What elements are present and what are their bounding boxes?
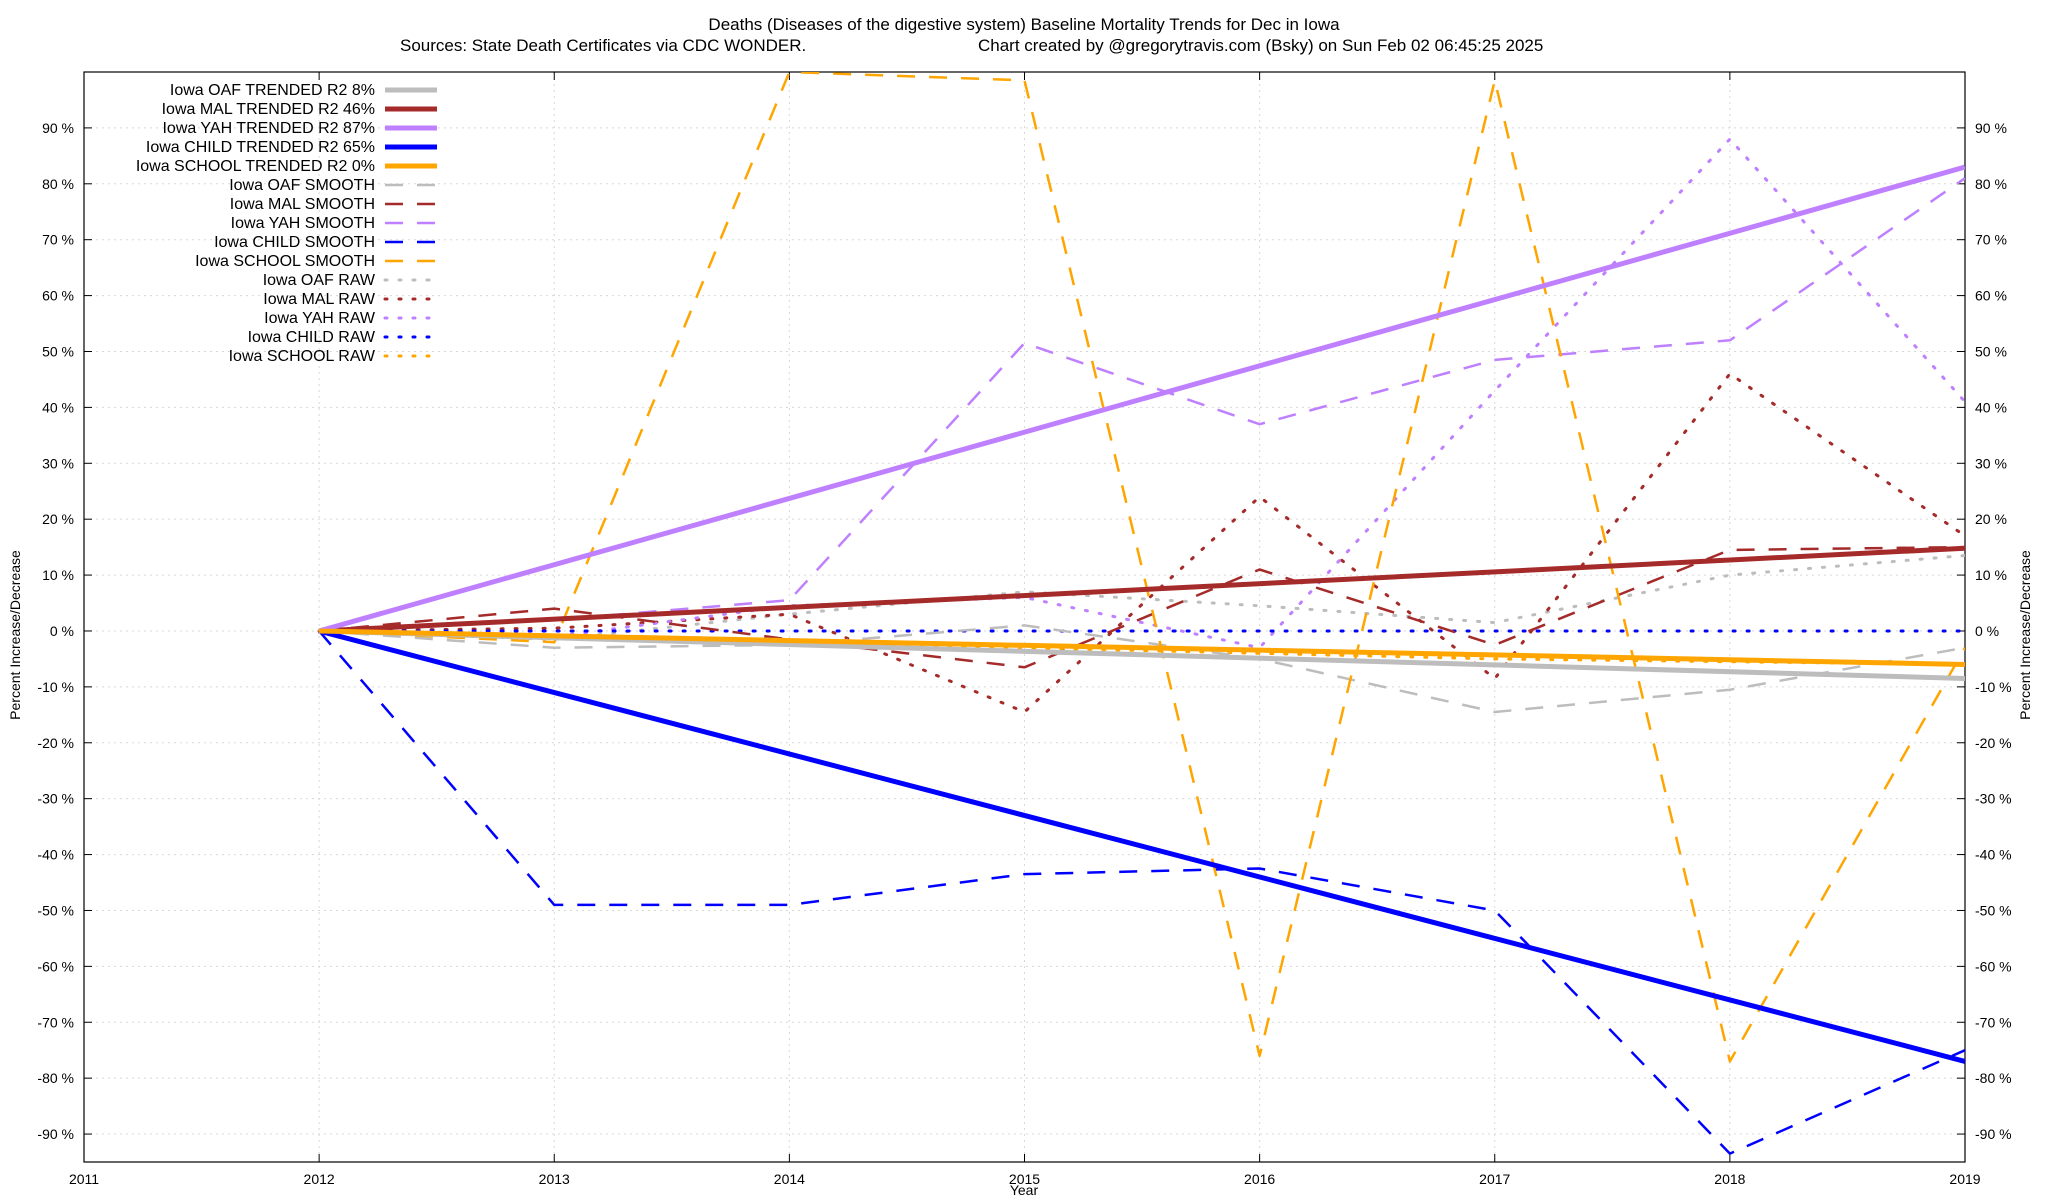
- x-tick-label: 2015: [1009, 1171, 1040, 1187]
- y-tick-label-right: 80 %: [1975, 176, 2007, 192]
- y-tick-label-right: 90 %: [1975, 120, 2007, 136]
- y-tick-label-right: -60 %: [1975, 958, 2012, 974]
- legend-label: Iowa MAL TRENDED R2 46%: [162, 101, 375, 118]
- y-tick-label-right: 0 %: [1975, 623, 1999, 639]
- y-tick-label-left: 30 %: [42, 455, 74, 471]
- y-tick-label-left: 80 %: [42, 176, 74, 192]
- y-tick-label-right: 50 %: [1975, 343, 2007, 359]
- x-tick-label: 2013: [539, 1171, 570, 1187]
- y-tick-label-left: -60 %: [37, 958, 74, 974]
- x-tick-label: 2012: [304, 1171, 335, 1187]
- y-tick-label-right: -50 %: [1975, 902, 2012, 918]
- series-line-mal-raw: [317, 372, 1965, 714]
- series-line-mal-smooth: [318, 545, 1965, 669]
- x-axis-label: Year: [1010, 1182, 1039, 1198]
- series-line-child-trend: [318, 628, 1965, 1064]
- x-tick-label: 2017: [1479, 1171, 1510, 1187]
- y-tick-label-left: -90 %: [37, 1126, 74, 1142]
- series-lines: [317, 72, 1965, 1155]
- y-tick-label-right: 60 %: [1975, 288, 2007, 304]
- y-tick-label-left: -20 %: [37, 735, 74, 751]
- y-tick-label-left: 40 %: [42, 399, 74, 415]
- y-tick-label-left: 90 %: [42, 120, 74, 136]
- y-tick-label-left: 50 %: [42, 343, 74, 359]
- y-axis-label-right: Percent Increase/Decrease: [2017, 550, 2033, 720]
- series-line-yah-trend: [318, 164, 1965, 634]
- y-tick-label-right: 70 %: [1975, 232, 2007, 248]
- legend-label: Iowa MAL RAW: [263, 291, 376, 308]
- legend-label: Iowa SCHOOL SMOOTH: [195, 253, 375, 270]
- y-tick-label-right: -40 %: [1975, 847, 2012, 863]
- legend: Iowa OAF TRENDED R2 8% Iowa MAL TRENDED R…: [136, 82, 439, 365]
- series-line-yah-smooth: [319, 177, 1965, 633]
- y-tick-label-left: 0 %: [50, 623, 74, 639]
- y-tick-label-left: -40 %: [37, 847, 74, 863]
- y-axis-label-left: Percent Increase/Decrease: [7, 550, 23, 720]
- series-line-oaf-smooth: [319, 624, 1965, 714]
- y-tick-label-right: -70 %: [1975, 1014, 2012, 1030]
- y-tick-label-right: 30 %: [1975, 455, 2007, 471]
- y-tick-label-right: -90 %: [1975, 1126, 2012, 1142]
- legend-label: Iowa CHILD SMOOTH: [214, 234, 375, 251]
- y-tick-label-left: -10 %: [37, 679, 74, 695]
- legend-label: Iowa YAH RAW: [264, 310, 376, 327]
- y-tick-label-left: 10 %: [42, 567, 74, 583]
- y-tick-label-right: 10 %: [1975, 567, 2007, 583]
- legend-label: Iowa CHILD RAW: [248, 329, 376, 346]
- x-tick-label: 2019: [1949, 1171, 1980, 1187]
- x-tick-label: 2011: [69, 1171, 99, 1187]
- y-tick-label-left: 20 %: [42, 511, 74, 527]
- y-tick-label-right: -80 %: [1975, 1070, 2012, 1086]
- legend-label: Iowa SCHOOL RAW: [229, 348, 376, 365]
- legend-label: Iowa CHILD TRENDED R2 65%: [146, 139, 375, 156]
- y-tick-label-right: -20 %: [1975, 735, 2012, 751]
- y-tick-label-left: 60 %: [42, 288, 74, 304]
- series-line-mal-trend: [318, 545, 1965, 634]
- legend-label: Iowa OAF SMOOTH: [229, 177, 375, 194]
- legend-label: Iowa MAL SMOOTH: [230, 196, 375, 213]
- y-tick-label-right: 20 %: [1975, 511, 2007, 527]
- axes: 2011 2012 2013 2014 2015 2016 2017 2018 2019 -90 …: [37, 71, 2012, 1187]
- legend-label: Iowa YAH SMOOTH: [231, 215, 375, 232]
- chart-source-note: Sources: State Death Certificates via CD…: [400, 36, 806, 55]
- y-tick-label-left: -50 %: [37, 902, 74, 918]
- legend-label: Iowa OAF TRENDED R2 8%: [170, 82, 375, 99]
- x-tick-label: 2018: [1714, 1171, 1745, 1187]
- legend-label: Iowa YAH TRENDED R2 87%: [162, 120, 375, 137]
- chart-credit-note: Chart created by @gregorytravis.com (Bsk…: [978, 36, 1543, 55]
- y-tick-label-right: 40 %: [1975, 399, 2007, 415]
- y-tick-label-left: -70 %: [37, 1014, 74, 1030]
- series-line-child-smooth: [318, 630, 1965, 1155]
- y-tick-label-right: -10 %: [1975, 679, 2012, 695]
- legend-label: Iowa SCHOOL TRENDED R2 0%: [136, 158, 375, 175]
- chart-title: Deaths (Diseases of the digestive system…: [708, 15, 1340, 34]
- x-tick-label: 2016: [1244, 1171, 1275, 1187]
- series-line-yah-raw: [317, 137, 1965, 650]
- series-line-school-trend: [319, 628, 1965, 667]
- y-tick-label-left: 70 %: [42, 232, 74, 248]
- x-tick-label: 2014: [774, 1171, 805, 1187]
- y-tick-label-right: -30 %: [1975, 791, 2012, 807]
- series-line-oaf-raw: [317, 554, 1965, 641]
- legend-label: Iowa OAF RAW: [263, 272, 376, 289]
- y-tick-label-left: -80 %: [37, 1070, 74, 1086]
- y-tick-label-left: -30 %: [37, 791, 74, 807]
